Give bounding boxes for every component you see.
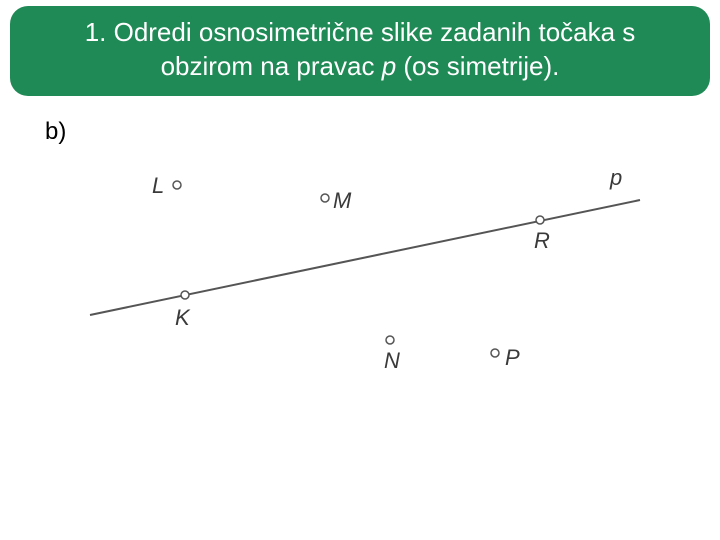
point-p bbox=[491, 349, 499, 357]
point-label-n: N bbox=[384, 348, 400, 373]
axis-line-p bbox=[90, 200, 640, 315]
point-n bbox=[386, 336, 394, 344]
point-r bbox=[536, 216, 544, 224]
header-line-2a: obzirom na pravac bbox=[161, 51, 382, 81]
point-m bbox=[321, 194, 329, 202]
diagram-svg: p L M R K N P bbox=[60, 155, 660, 395]
point-label-l: L bbox=[152, 173, 164, 198]
header-line-2b: (os simetrije). bbox=[396, 51, 559, 81]
point-label-p: P bbox=[505, 345, 520, 370]
point-k bbox=[181, 291, 189, 299]
question-header: 1. Odredi osnosimetrične slike zadanih t… bbox=[10, 6, 710, 96]
point-label-k: K bbox=[175, 305, 191, 330]
header-line-2: obzirom na pravac p (os simetrije). bbox=[30, 50, 690, 84]
header-line-1: 1. Odredi osnosimetrične slike zadanih t… bbox=[30, 16, 690, 50]
geometry-diagram: p L M R K N P bbox=[60, 155, 660, 395]
point-label-m: M bbox=[333, 188, 352, 213]
axis-label-p: p bbox=[609, 165, 622, 190]
subpart-label: b) bbox=[45, 118, 66, 146]
header-line-2-p: p bbox=[382, 51, 396, 81]
point-l bbox=[173, 181, 181, 189]
point-label-r: R bbox=[534, 228, 550, 253]
